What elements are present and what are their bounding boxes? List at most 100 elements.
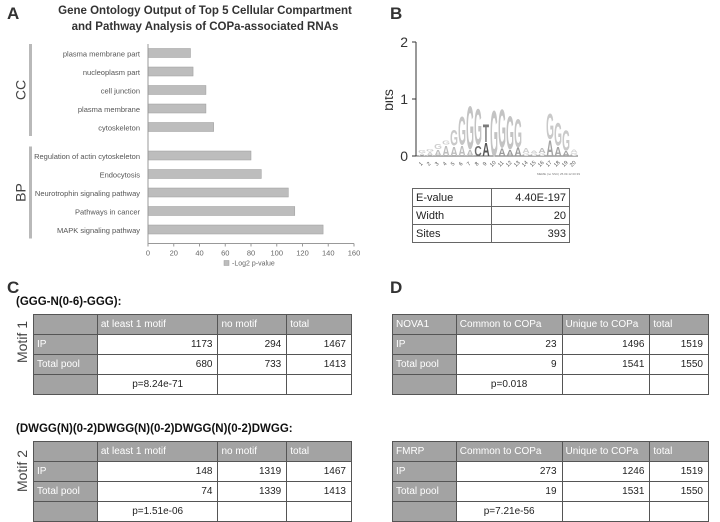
- x-tick-label: 0: [146, 249, 150, 258]
- table-cell: 23: [455, 334, 563, 355]
- logo-letter: G: [562, 124, 570, 157]
- category-label: Regulation of actin cytoskeleton: [34, 152, 140, 161]
- logo-position-label: 18: [553, 160, 562, 169]
- empty-cell: [286, 501, 352, 522]
- logo-letter: A: [554, 145, 562, 160]
- pvalue-cell: p=7.21e-56: [455, 501, 563, 522]
- pvalue-cell: p=0.018: [455, 374, 563, 395]
- x-tick-label: 40: [195, 249, 203, 258]
- bar: [147, 48, 191, 58]
- group-label: CC: [13, 80, 29, 100]
- logo-letter: A: [562, 149, 570, 157]
- bar: [147, 85, 207, 95]
- logo-letter: G: [474, 99, 482, 156]
- bar: [147, 66, 194, 77]
- table-row: Total pool 680 733 1413: [33, 354, 352, 375]
- category-label: plasma membrane part: [63, 50, 141, 59]
- logo-position-label: 6: [458, 161, 464, 167]
- table-cell: 1173: [96, 334, 219, 355]
- motif1-table: at least 1 motif no motif total IP 1173 294 14…: [33, 314, 352, 395]
- table-cell: 148: [96, 461, 219, 482]
- logo-y-tick-label: 2: [400, 34, 408, 50]
- table-cell: 1519: [649, 461, 709, 482]
- table-cell: 1550: [649, 354, 709, 375]
- pvalue-row: p=0.018: [392, 374, 709, 395]
- header-cell: FMRP: [392, 441, 457, 462]
- table-cell: 1531: [561, 481, 651, 502]
- logo-letter: A: [450, 145, 458, 160]
- bar: [147, 150, 252, 161]
- logo-letter: G: [434, 143, 442, 151]
- evalue-row-value: 393: [491, 224, 570, 243]
- evalue-row-label: Width: [412, 206, 492, 225]
- table-cell: 1413: [286, 481, 352, 502]
- table-row: Total pool 9 1541 1550: [392, 354, 709, 375]
- logo-letter: A: [434, 148, 441, 158]
- chart-title-line1: Gene Ontology Output of Top 5 Cellular C…: [58, 5, 352, 17]
- fmrp-table: FMRP Common to COPa Unique to COPa total IP 2…: [392, 441, 709, 522]
- table-row: Total pool 74 1339 1413: [33, 481, 352, 502]
- row-label: Total pool: [33, 481, 98, 502]
- row-label: IP: [33, 461, 98, 482]
- logo-letter: T: [483, 121, 489, 149]
- logo-position-label: 12: [505, 160, 514, 169]
- x-tick-label: 60: [221, 249, 229, 258]
- category-label: MAPK signaling pathway: [57, 226, 140, 235]
- table-cell: 1467: [286, 461, 352, 482]
- chart-title-line2: and Pathway Analysis of COPa-associated …: [71, 21, 339, 33]
- evalue-row: E-value 4.40E-197: [412, 188, 570, 207]
- motif2-side-label: Motif 2: [14, 450, 30, 493]
- motif2-table: at least 1 motif no motif total IP 148 1319 14…: [33, 441, 352, 522]
- logo-letter: A: [514, 146, 521, 159]
- group-label: BP: [13, 183, 29, 202]
- logo-letter: G: [466, 95, 474, 163]
- legend-swatch: [223, 260, 230, 266]
- logo-letter: A: [458, 143, 465, 159]
- x-tick-label: 160: [348, 249, 361, 258]
- pvalue-row: p=7.21e-56: [392, 501, 709, 522]
- category-label: Neurotrophin signaling pathway: [35, 189, 140, 198]
- logo-letter: G: [498, 100, 506, 160]
- table-row: Total pool 19 1531 1550: [392, 481, 709, 502]
- evalue-table: E-value 4.40E-197 Width 20 Sites 393: [412, 188, 570, 243]
- row-label: Total pool: [33, 354, 98, 375]
- logo-y-tick-label: 1: [400, 91, 408, 107]
- logo-letter: A: [466, 148, 473, 158]
- logo-letter: G: [546, 106, 554, 147]
- logo-position-label: 4: [442, 161, 448, 167]
- row-label: IP: [33, 334, 98, 355]
- logo-position-label: 10: [489, 160, 498, 169]
- logo-position-label: 11: [497, 160, 505, 168]
- group-bracket: [29, 44, 32, 136]
- empty-cell: [561, 374, 651, 395]
- logo-position-label: 7: [466, 161, 472, 167]
- header-row: at least 1 motif no motif total: [33, 441, 352, 462]
- logo-letter: G: [418, 149, 426, 154]
- pvalue-row: p=1.51e-06: [33, 501, 352, 522]
- panel-a-label: A: [7, 4, 20, 23]
- pvalue-row-spacer: [33, 501, 98, 522]
- pvalue-cell: p=8.24e-71: [96, 374, 219, 395]
- logo-position-label: 19: [561, 160, 570, 169]
- logo-position-label: 15: [529, 160, 538, 169]
- evalue-row-label: Sites: [412, 224, 492, 243]
- category-label: cytoskeleton: [98, 124, 140, 133]
- x-tick-label: 120: [296, 249, 309, 258]
- table-cell: 1519: [649, 334, 709, 355]
- table-row: IP 148 1319 1467: [33, 461, 352, 482]
- pvalue-cell: p=1.51e-06: [96, 501, 219, 522]
- table-cell: 1339: [217, 481, 288, 502]
- logo-letter: G: [570, 152, 578, 157]
- logo-position-label: 8: [474, 161, 480, 167]
- row-label: IP: [392, 334, 457, 355]
- table-cell: 733: [217, 354, 288, 375]
- table-cell: 1541: [561, 354, 651, 375]
- group-bracket: [29, 146, 32, 239]
- row-label: Total pool: [392, 481, 457, 502]
- x-tick-label: 140: [322, 249, 335, 258]
- category-label: plasma membrane: [78, 105, 140, 114]
- logo-letter: G: [514, 113, 522, 157]
- panel-c-label: C: [7, 278, 20, 297]
- header-cell: no motif: [217, 314, 288, 335]
